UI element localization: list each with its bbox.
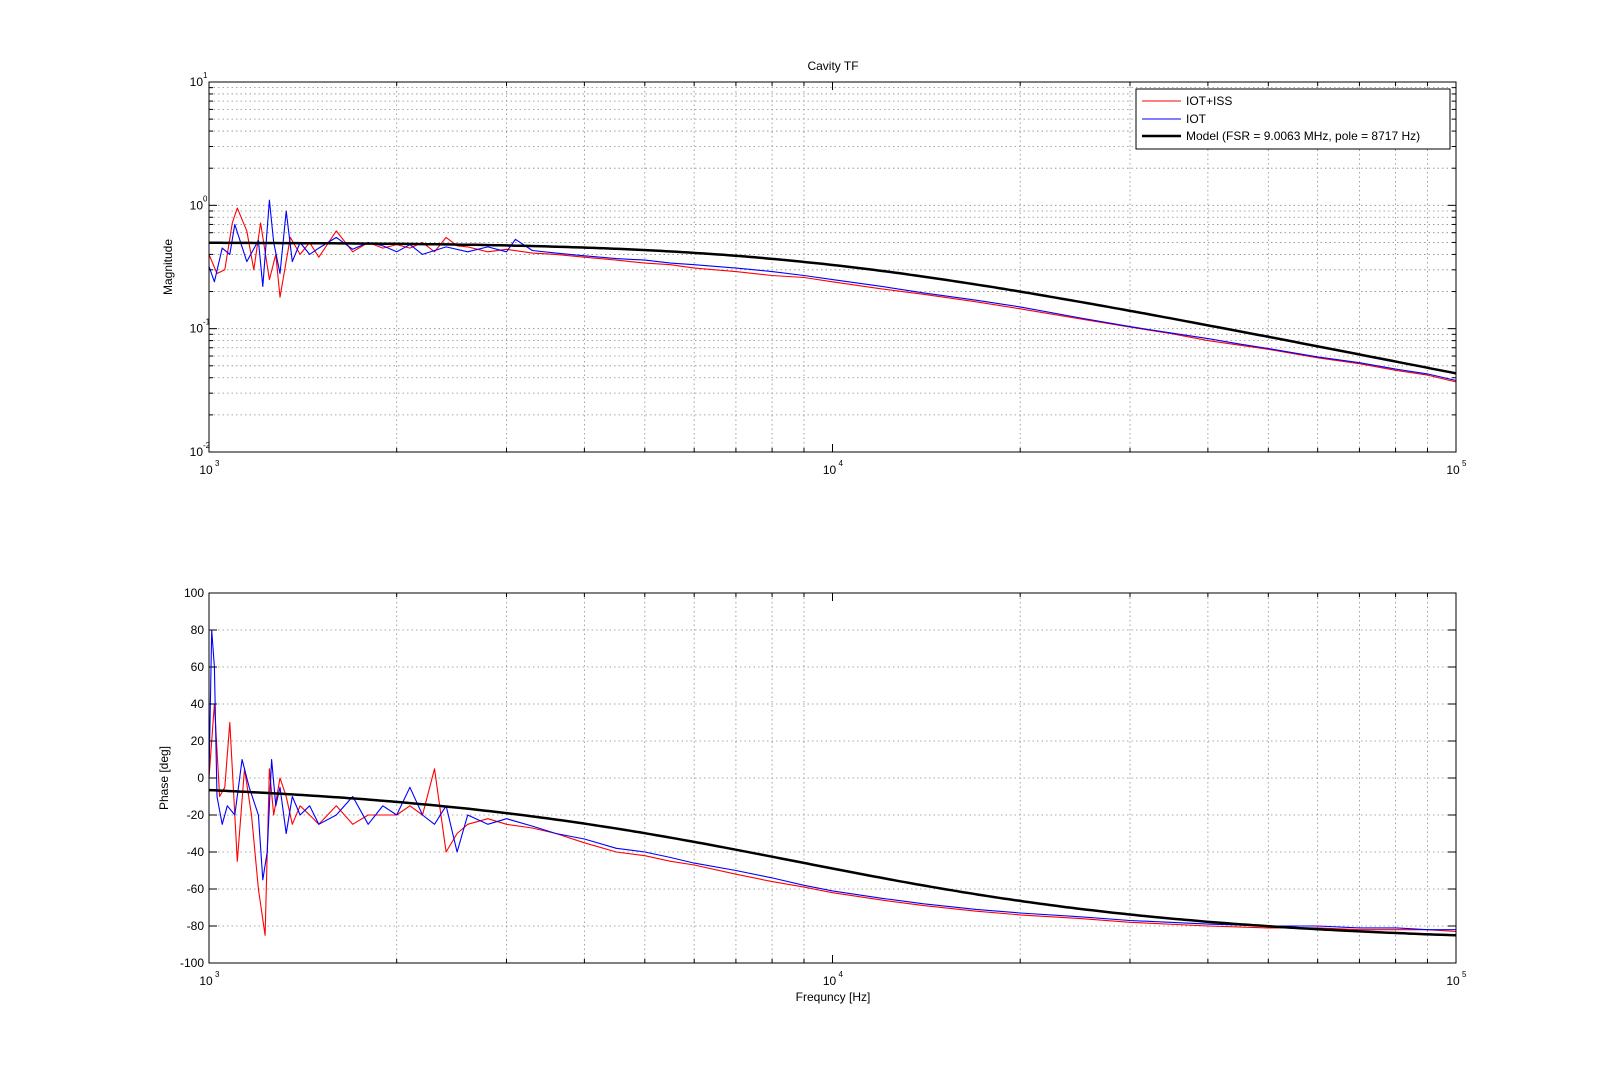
y-tick-label: -80 [187, 919, 205, 933]
x-tick-exponent: 3 [215, 970, 220, 979]
phase-series-line-iot-iss [208, 703, 1457, 936]
x-tick-label: 10 [1446, 463, 1460, 477]
y-tick-exponent: -1 [203, 318, 211, 327]
phase-series-line-model [208, 788, 1457, 937]
y-tick-exponent: 1 [203, 71, 208, 80]
legend: IOT+ISS IOT Model (FSR = 9.0063 MHz, pol… [1135, 88, 1451, 150]
magnitude-series-line-iot-iss [208, 207, 1457, 383]
y-tick-exponent: 0 [203, 194, 208, 203]
x-tick-label: 10 [199, 463, 213, 477]
phase-y-label: Phase [deg] [157, 746, 171, 810]
y-tick-label: -100 [180, 956, 204, 970]
y-tick-label: 60 [191, 660, 205, 674]
y-tick-label: 10 [190, 445, 204, 459]
x-tick-exponent: 3 [215, 459, 220, 468]
phase-grid [209, 593, 1456, 963]
x-tick-exponent: 4 [839, 970, 844, 979]
x-tick-exponent: 5 [1462, 970, 1467, 979]
legend-label-iot: IOT [1186, 112, 1207, 126]
legend-box [1135, 88, 1451, 150]
x-tick-label: 10 [1446, 974, 1460, 988]
legend-label-iot-iss: IOT+ISS [1186, 94, 1232, 108]
y-tick-label: 100 [184, 586, 204, 600]
y-tick-label: 10 [190, 322, 204, 336]
x-tick-exponent: 4 [839, 459, 844, 468]
x-tick-exponent: 5 [1462, 459, 1467, 468]
magnitude-series-line-model [209, 241, 1457, 375]
phase-series [208, 629, 1457, 937]
legend-label-model: Model (FSR = 9.0063 MHz, pole = 8717 Hz) [1186, 129, 1420, 143]
magnitude-y-label: Magnitude [161, 239, 175, 295]
y-tick-label: 0 [197, 771, 204, 785]
y-tick-exponent: -2 [203, 441, 211, 450]
chart-title: Cavity TF [807, 59, 858, 73]
y-tick-label: -40 [187, 845, 205, 859]
x-axis-label: Frequncy [Hz] [796, 990, 871, 1004]
x-tick-label: 10 [823, 974, 837, 988]
magnitude-grid [209, 82, 1456, 452]
y-tick-label: 10 [190, 198, 204, 212]
magnitude-series [208, 199, 1457, 383]
x-tick-label: 10 [199, 974, 213, 988]
y-tick-label: -60 [187, 882, 205, 896]
y-tick-label: -20 [187, 808, 205, 822]
y-tick-label: 20 [191, 734, 205, 748]
y-tick-label: 10 [190, 75, 204, 89]
y-tick-label: 40 [191, 697, 205, 711]
x-tick-label: 10 [823, 463, 837, 477]
y-tick-label: 80 [191, 623, 205, 637]
